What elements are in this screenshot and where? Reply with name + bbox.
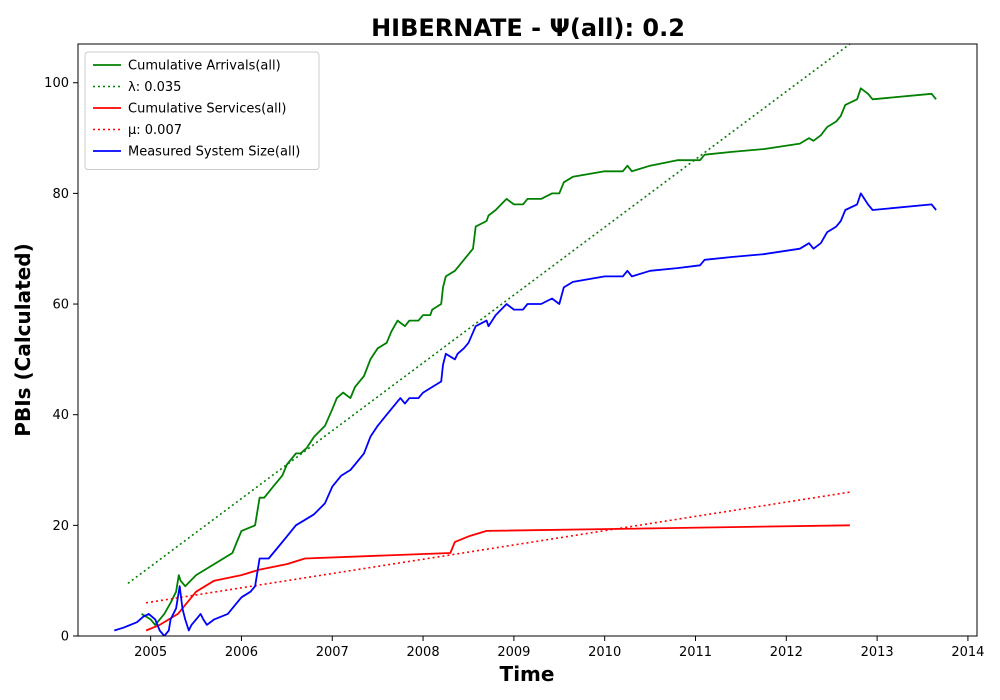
x-tick-label: 2008 [407,645,440,660]
x-tick-label: 2010 [588,645,621,660]
chart-title: HIBERNATE - Ψ(all): 0.2 [371,14,685,42]
legend-label-2: λ: 0.035 [128,80,181,95]
y-tick-label: 20 [52,519,69,534]
y-tick-label: 80 [52,187,69,202]
series-line-3 [145,524,850,632]
legend: Cumulative Arrivals(all) λ: 0.035 Cumulati… [84,51,320,170]
x-tick-label: 2005 [134,645,167,660]
plot-frame [77,43,978,637]
y-tick-label: 100 [44,76,69,91]
x-tick-label: 2011 [679,645,712,660]
series-line-2 [127,44,851,585]
series-layer [114,44,937,636]
y-tick-label: 0 [61,630,69,645]
series-line-4 [145,491,851,604]
x-tick-label: 2006 [225,645,258,660]
x-axis-title: Time [500,662,555,686]
series-line-5 [114,192,937,636]
x-tick-label: 2013 [861,645,894,660]
x-tick-label: 2009 [497,645,530,660]
x-tick-label: 2012 [770,645,803,660]
y-tick-label: 40 [52,408,69,423]
y-axis-title: PBIs (Calculated) [11,243,35,436]
series-line-1 [141,87,937,626]
legend-label-1: Cumulative Arrivals(all) [128,59,281,74]
x-tick-label: 2007 [316,645,349,660]
y-tick-label: 60 [52,298,69,313]
legend-label-5: Measured System Size(all) [128,145,300,160]
x-tick-label: 2014 [951,645,984,660]
legend-box [84,51,320,170]
legend-label-3: Cumulative Services(all) [128,102,286,117]
axes-layer: 2005 2006 2007 2008 2009 2010 2011 2012 2013 2014… [44,43,984,660]
legend-label-4: μ: 0.007 [128,123,182,138]
